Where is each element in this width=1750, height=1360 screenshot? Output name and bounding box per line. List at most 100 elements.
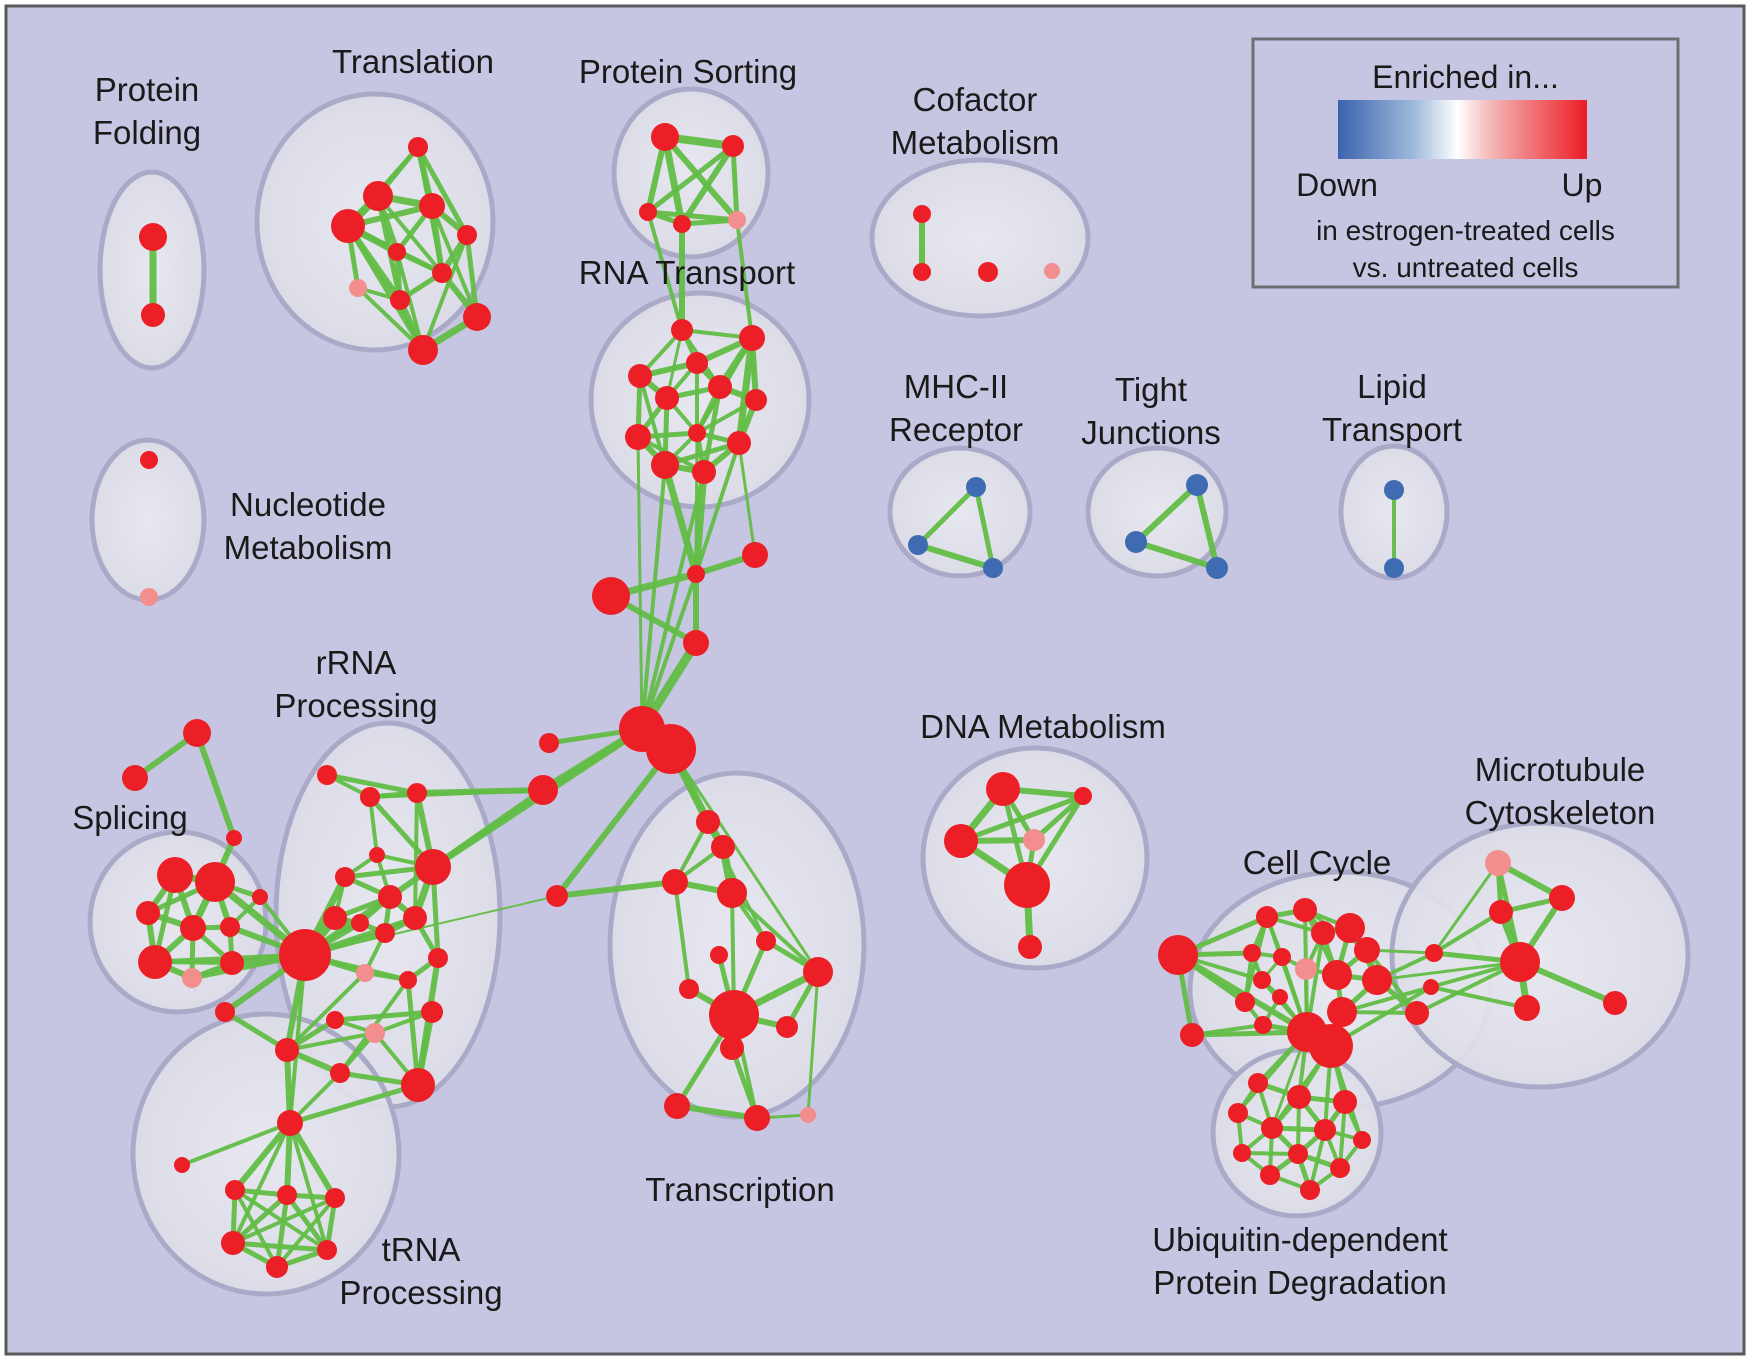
network-node[interactable] [662,869,688,895]
network-node[interactable] [646,724,696,774]
network-node[interactable] [1243,944,1261,962]
network-node[interactable] [369,847,385,863]
network-edge[interactable] [1365,948,1419,1015]
network-node[interactable] [696,810,720,834]
network-node[interactable] [1423,979,1439,995]
network-node[interactable] [331,209,365,243]
network-node[interactable] [122,765,148,791]
network-node[interactable] [1206,557,1228,579]
network-node[interactable] [1300,1180,1320,1200]
network-edge[interactable] [973,484,996,571]
network-node[interactable] [220,917,240,937]
network-node[interactable] [1549,885,1575,911]
network-node[interactable] [323,906,347,930]
network-node[interactable] [1330,1158,1350,1178]
network-node[interactable] [1044,263,1060,279]
network-node[interactable] [141,303,165,327]
network-node[interactable] [463,303,491,331]
network-edge[interactable] [1432,861,1500,955]
network-node[interactable] [986,772,1020,806]
network-node[interactable] [1489,900,1513,924]
network-node[interactable] [408,335,438,365]
network-edge[interactable] [737,441,757,557]
network-edge[interactable] [646,210,684,332]
network-node[interactable] [1288,1144,1308,1164]
network-node[interactable] [157,857,193,893]
network-node[interactable] [913,263,931,281]
network-edge[interactable] [915,542,996,571]
network-node[interactable] [628,364,652,388]
network-edge[interactable] [806,970,820,1117]
network-edge[interactable] [662,134,740,223]
network-node[interactable] [419,193,445,219]
network-node[interactable] [403,906,427,930]
network-edge[interactable] [554,746,674,899]
network-node[interactable] [1314,1119,1336,1141]
network-node[interactable] [692,460,716,484]
network-edge[interactable] [958,793,1086,844]
network-node[interactable] [407,783,427,803]
network-edge[interactable] [231,1121,292,1245]
network-edge[interactable] [415,144,470,238]
network-node[interactable] [739,325,765,351]
network-edge[interactable] [194,730,237,841]
network-node[interactable] [800,1107,816,1123]
network-edge[interactable] [287,1120,338,1201]
network-edge[interactable] [285,971,367,1052]
network-edge[interactable] [413,791,419,920]
network-node[interactable] [671,319,693,341]
network-edge[interactable] [695,398,758,435]
network-edge[interactable] [284,1192,330,1253]
network-node[interactable] [415,849,451,885]
network-node[interactable] [709,990,759,1040]
network-edge[interactable] [288,1121,329,1252]
network-node[interactable] [686,352,708,374]
network-edge[interactable] [324,772,420,796]
network-node[interactable] [1354,937,1380,963]
network-node[interactable] [378,885,402,909]
network-edge[interactable] [730,143,740,223]
network-node[interactable] [742,542,768,568]
network-node[interactable] [388,243,406,261]
network-node[interactable] [651,451,679,479]
network-node[interactable] [1023,829,1045,851]
network-edge[interactable] [554,879,678,899]
network-node[interactable] [1018,935,1042,959]
network-edge[interactable] [674,1103,760,1121]
network-node[interactable] [1074,787,1092,805]
network-node[interactable] [720,1036,744,1060]
network-edge[interactable] [669,747,820,974]
network-edge[interactable] [645,143,736,215]
network-edge[interactable] [287,1082,421,1126]
network-node[interactable] [421,1001,443,1023]
network-node[interactable] [1425,944,1443,962]
network-node[interactable] [195,862,235,902]
network-node[interactable] [401,1068,435,1102]
network-node[interactable] [1295,958,1317,980]
network-node[interactable] [325,1188,345,1208]
network-node[interactable] [546,885,568,907]
network-node[interactable] [664,1093,690,1119]
network-node[interactable] [351,914,369,932]
network-node[interactable] [1248,1073,1268,1093]
network-node[interactable] [1256,906,1278,928]
network-node[interactable] [1272,989,1288,1005]
network-edge[interactable] [231,1196,337,1245]
network-node[interactable] [776,1016,798,1038]
network-node[interactable] [592,577,630,615]
network-edge[interactable] [405,977,421,1088]
network-node[interactable] [651,123,679,151]
network-node[interactable] [1273,948,1291,966]
network-edge[interactable] [661,461,700,578]
network-node[interactable] [983,558,1003,578]
network-edge[interactable] [288,953,307,1125]
network-node[interactable] [528,775,558,805]
network-edge[interactable] [274,1192,290,1270]
network-edge[interactable] [640,470,706,731]
network-node[interactable] [1405,1001,1429,1025]
network-node[interactable] [683,630,709,656]
network-node[interactable] [639,203,657,221]
network-node[interactable] [215,1002,235,1022]
network-node[interactable] [225,1180,245,1200]
network-edge[interactable] [661,133,686,228]
